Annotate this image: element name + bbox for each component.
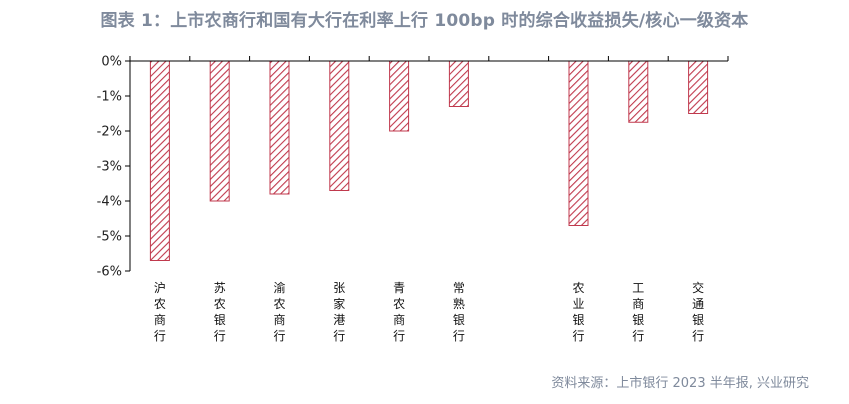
y-axis: 0% -1% -2% -3% -4% -5% -6% bbox=[97, 55, 131, 280]
y-tick-label: -2% bbox=[97, 125, 122, 140]
chart-title: 图表 1：上市农商行和国有大行在利率上行 100bp 时的综合收益损失/核心一级… bbox=[100, 11, 749, 31]
category-label: 张家港行 bbox=[333, 281, 345, 343]
category-labels: 沪农商行 苏农银行 渝农商行 张家港行 青农商行 常熟银行 农业银行 工商银行 交通银行 bbox=[154, 280, 704, 343]
y-tick-label: -5% bbox=[97, 230, 122, 245]
bars bbox=[149, 60, 709, 261]
category-label: 青农商行 bbox=[393, 281, 405, 343]
y-tick-label: -6% bbox=[97, 265, 122, 280]
source-note: 资料来源：上市银行 2023 半年报, 兴业研究 bbox=[551, 376, 809, 391]
y-tick-label: 0% bbox=[101, 55, 122, 70]
category-label: 苏农银行 bbox=[214, 281, 226, 343]
category-label: 沪农商行 bbox=[154, 281, 166, 343]
bar bbox=[628, 60, 649, 123]
y-tick-label: -1% bbox=[97, 90, 122, 105]
bar bbox=[568, 60, 589, 226]
bar bbox=[269, 60, 290, 195]
y-tick-label: -4% bbox=[97, 195, 122, 210]
category-label: 渝农商行 bbox=[273, 280, 285, 343]
x-axis bbox=[129, 56, 729, 62]
category-label: 农业银行 bbox=[572, 281, 584, 343]
bar bbox=[329, 60, 350, 191]
bar bbox=[209, 60, 230, 202]
bar bbox=[448, 60, 469, 107]
bar bbox=[389, 60, 410, 132]
bar bbox=[149, 60, 170, 261]
category-label: 交通银行 bbox=[692, 280, 704, 343]
category-label: 工商银行 bbox=[632, 281, 644, 343]
y-tick-label: -3% bbox=[97, 160, 122, 175]
category-label: 常熟银行 bbox=[453, 281, 465, 343]
bar bbox=[688, 60, 709, 114]
